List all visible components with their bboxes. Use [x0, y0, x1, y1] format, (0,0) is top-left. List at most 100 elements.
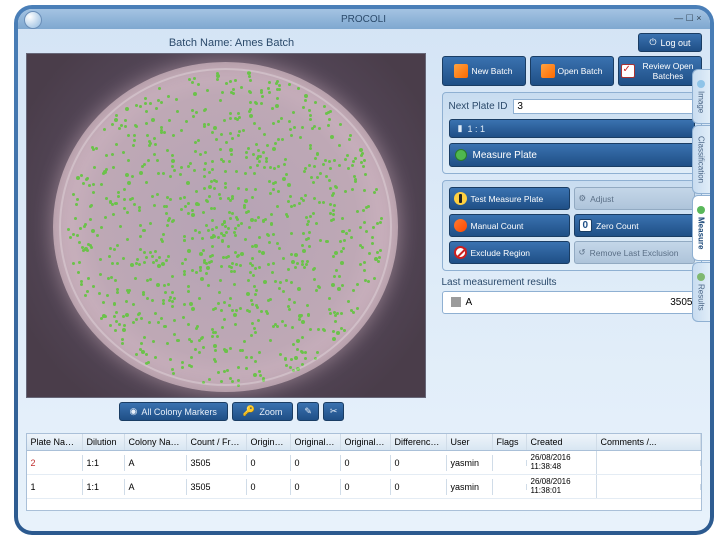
remove-exclusion-icon: ↺: [579, 247, 586, 258]
cell-flags: [493, 484, 527, 490]
cell-user: yasmin: [447, 479, 493, 495]
manual-count-label: Manual Count: [471, 221, 524, 231]
review-batches-label: Review Open Batches: [638, 61, 699, 81]
side-panel: ⏻ Log out New Batch Open Batch: [438, 29, 710, 429]
cell-difference: 0: [391, 479, 447, 495]
tool-button-1[interactable]: ✎: [297, 402, 319, 421]
zero-count-label: Zero Count: [596, 221, 639, 231]
scissors-icon: ✂: [330, 406, 338, 417]
tab-results-icon: [697, 273, 705, 281]
tab-measure-icon: [697, 206, 705, 214]
cell-difference: 0: [391, 455, 447, 471]
open-batch-button[interactable]: Open Batch: [530, 56, 614, 86]
cell-created: 26/08/201611:38:48: [527, 451, 597, 475]
zero-count-button[interactable]: 0 Zero Count: [574, 214, 695, 237]
cell-original-co2: 0: [341, 455, 391, 471]
side-tabs: Image Classification Measure Results: [692, 69, 710, 322]
cell-flags: [493, 460, 527, 466]
app-window: PROCOLI — ☐ × Batch Name: Ames Batch ◉ A…: [18, 9, 710, 531]
cell-original: 0: [247, 455, 291, 471]
review-batches-button[interactable]: Review Open Batches: [618, 56, 702, 86]
last-measurement-panel: Last measurement results A 3505: [442, 277, 702, 314]
app-frame: PROCOLI — ☐ × Batch Name: Ames Batch ◉ A…: [14, 5, 714, 535]
table-row[interactable]: 11:1A35050000yasmin26/08/201611:38:01: [27, 475, 701, 499]
window-controls[interactable]: — ☐ ×: [674, 13, 701, 24]
col-colony-name[interactable]: Colony Name: [125, 434, 187, 450]
next-plate-input[interactable]: [513, 99, 694, 114]
adjust-icon: ⚙: [579, 193, 587, 204]
logout-label: Log out: [660, 38, 690, 48]
remove-exclusion-label: Remove Last Exclusion: [590, 248, 679, 258]
plate-toolbar: ◉ All Colony Markers 🔑 Zoom ✎ ✂: [26, 402, 438, 421]
tab-results[interactable]: Results: [692, 262, 710, 322]
tool-button-2[interactable]: ✂: [323, 402, 345, 421]
cell-comments: [597, 484, 701, 490]
col-original-co2[interactable]: Original Co...: [341, 434, 391, 450]
adjust-button[interactable]: ⚙ Adjust: [574, 187, 695, 210]
col-original-co[interactable]: Original Co...: [291, 434, 341, 450]
col-count-frame[interactable]: Count / Frame: [187, 434, 247, 450]
plate-image-viewer[interactable]: [26, 53, 426, 398]
lmr-name: A: [451, 297, 473, 308]
col-dilution[interactable]: Dilution: [83, 434, 125, 450]
open-batch-icon: [541, 64, 555, 78]
open-batch-label: Open Batch: [558, 66, 603, 76]
col-original[interactable]: Original...: [247, 434, 291, 450]
tools-panel: Test Measure Plate ⚙ Adjust Manual Count…: [442, 180, 702, 271]
tab-measure[interactable]: Measure: [692, 195, 710, 260]
cell-plate-name: 1: [27, 479, 83, 495]
table-body: 21:1A35050000yasmin26/08/201611:38:4811:…: [27, 451, 701, 499]
tab-image-icon: [697, 80, 705, 88]
exclude-region-button[interactable]: Exclude Region: [449, 241, 570, 264]
cell-plate-name: 2: [27, 455, 83, 471]
next-plate-label: Next Plate ID: [449, 101, 508, 112]
test-measure-label: Test Measure Plate: [471, 194, 544, 204]
app-title: PROCOLI: [341, 14, 386, 25]
col-difference[interactable]: Difference /...: [391, 434, 447, 450]
tab-image[interactable]: Image: [692, 69, 710, 124]
colony-markers-icon: ◉: [130, 406, 138, 417]
zoom-button[interactable]: 🔑 Zoom: [232, 402, 293, 421]
exclude-region-label: Exclude Region: [471, 248, 531, 258]
cell-original-co: 0: [291, 479, 341, 495]
cell-created: 26/08/201611:38:01: [527, 475, 597, 499]
cell-colony-name: A: [125, 455, 187, 471]
col-flags[interactable]: Flags: [493, 434, 527, 450]
remove-exclusion-button[interactable]: ↺ Remove Last Exclusion: [574, 241, 695, 264]
measure-plate-button[interactable]: Measure Plate: [449, 143, 695, 167]
results-table: Plate Name Dilution Colony Name Count / …: [26, 433, 702, 511]
lmr-swatch-icon: [451, 297, 461, 307]
measure-icon: [455, 149, 467, 161]
test-measure-button[interactable]: Test Measure Plate: [449, 187, 570, 210]
next-plate-panel: Next Plate ID ▮ 1 : 1 Measure Plate: [442, 92, 702, 174]
cell-count-frame: 3505: [187, 455, 247, 471]
tab-classification[interactable]: Classification: [692, 125, 710, 194]
ratio-button[interactable]: ▮ 1 : 1: [449, 119, 695, 138]
exclude-region-icon: [454, 246, 467, 259]
plate-panel: Batch Name: Ames Batch ◉ All Colony Mark…: [18, 29, 438, 429]
manual-count-icon: [454, 219, 467, 232]
new-batch-button[interactable]: New Batch: [442, 56, 526, 86]
cell-original: 0: [247, 479, 291, 495]
batch-actions: New Batch Open Batch Review Open Batches: [442, 56, 702, 86]
batch-name-label: Batch Name: Ames Batch: [26, 35, 438, 53]
test-measure-icon: [454, 192, 467, 205]
titlebar: PROCOLI — ☐ ×: [18, 9, 710, 29]
wand-icon: ✎: [304, 406, 312, 417]
col-plate-name[interactable]: Plate Name: [27, 434, 83, 450]
col-user[interactable]: User: [447, 434, 493, 450]
zoom-label: Zoom: [259, 407, 282, 417]
cell-original-co2: 0: [341, 479, 391, 495]
ratio-label: 1 : 1: [467, 124, 485, 134]
all-colony-markers-button[interactable]: ◉ All Colony Markers: [119, 402, 228, 421]
table-header: Plate Name Dilution Colony Name Count / …: [27, 434, 701, 451]
manual-count-button[interactable]: Manual Count: [449, 214, 570, 237]
table-row[interactable]: 21:1A35050000yasmin26/08/201611:38:48: [27, 451, 701, 475]
col-created[interactable]: Created: [527, 434, 597, 450]
col-comments[interactable]: Comments /...: [597, 434, 701, 450]
all-colony-markers-label: All Colony Markers: [141, 407, 217, 417]
main-area: Batch Name: Ames Batch ◉ All Colony Mark…: [18, 29, 710, 429]
logout-button[interactable]: ⏻ Log out: [638, 33, 701, 52]
lmr-title: Last measurement results: [442, 277, 702, 288]
cell-user: yasmin: [447, 455, 493, 471]
